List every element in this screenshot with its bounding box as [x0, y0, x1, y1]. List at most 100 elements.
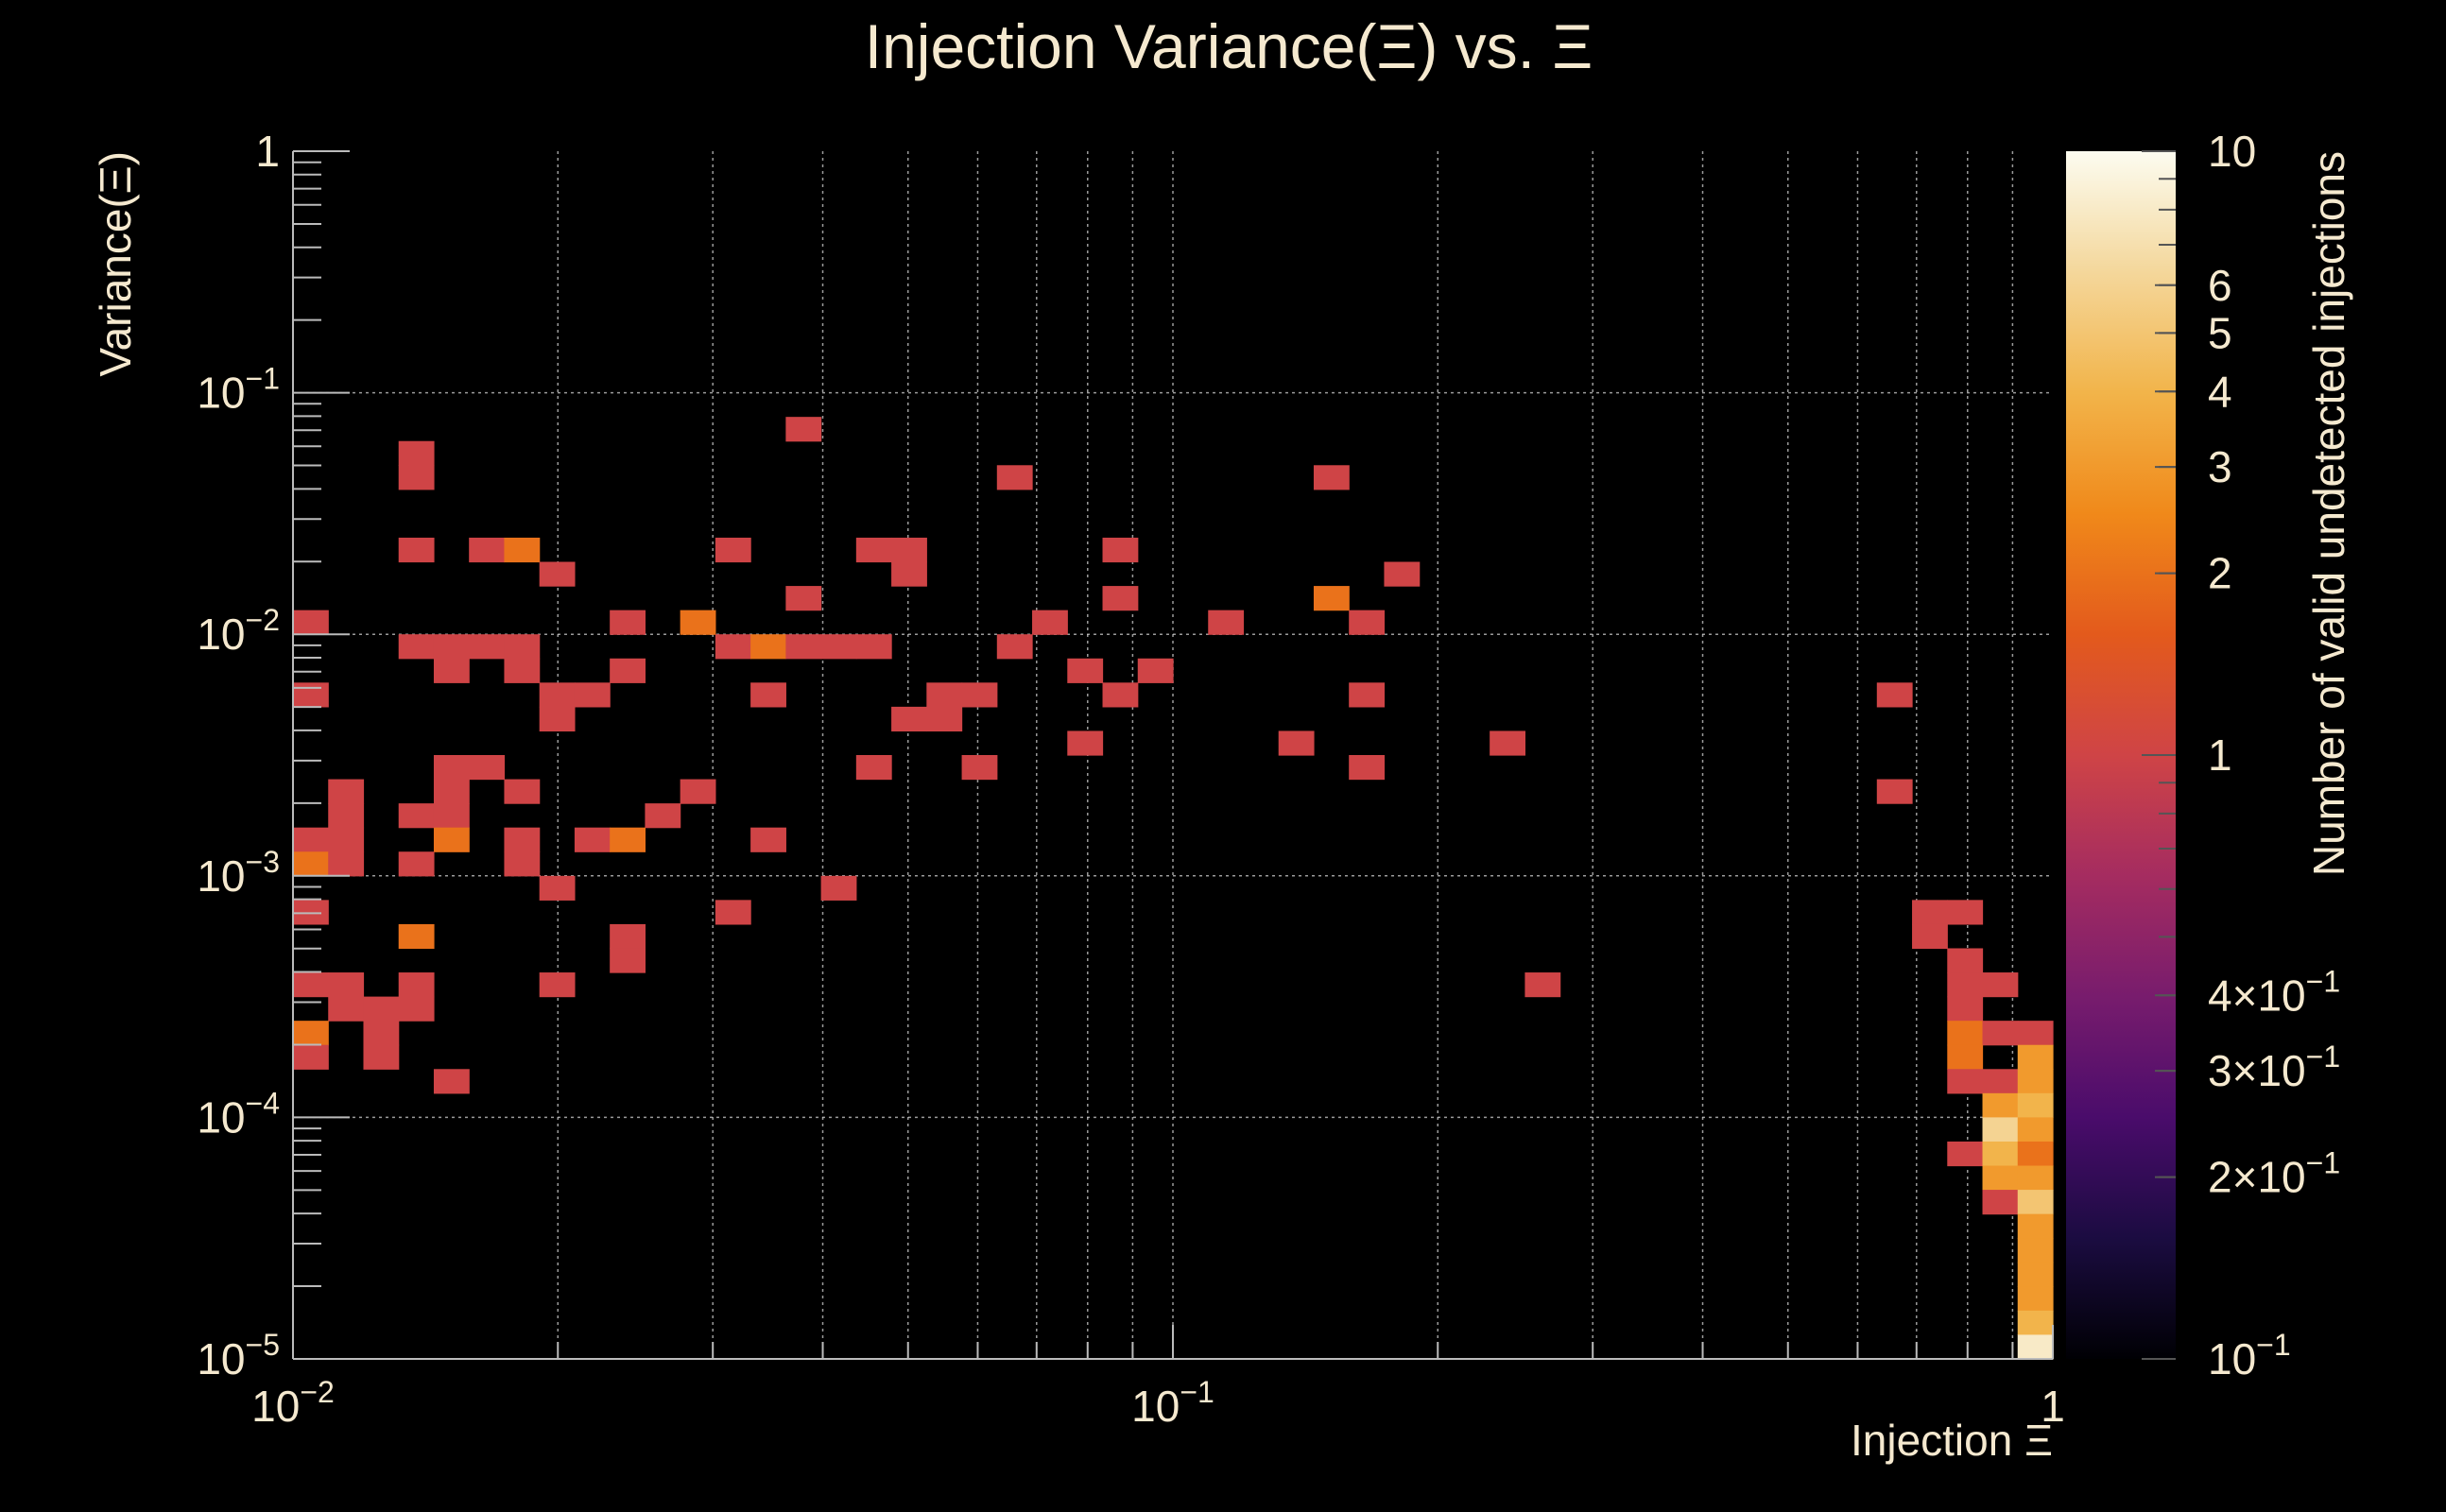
colorbar-tick-label: 2 [2208, 549, 2232, 598]
heatmap-cell [504, 851, 541, 877]
heatmap-cell [610, 827, 646, 852]
heatmap-cell [504, 779, 541, 804]
heatmap-cell [2017, 1044, 2054, 1070]
heatmap-cell [398, 851, 435, 877]
colorbar: 10 65 4 3 2 1 4×10−1 3×10−1 2×10−1 10−1 [2066, 127, 2340, 1383]
heatmap-cell [750, 682, 786, 708]
heatmap-cell [363, 1021, 400, 1046]
heatmap-cell [328, 851, 365, 877]
heatmap-cell [398, 537, 435, 563]
y-tick-label: 10−4 [197, 1086, 280, 1142]
y-tick-label: 10−2 [197, 603, 280, 659]
heatmap-cell [328, 779, 365, 804]
heatmap-cell [610, 610, 646, 635]
heatmap-cell [504, 537, 541, 563]
heatmap-cell [1313, 586, 1350, 611]
heatmap-cells [293, 417, 2054, 1360]
heatmap-cell [1032, 610, 1068, 635]
heatmap-cell [574, 827, 611, 852]
heatmap-cell [1208, 610, 1245, 635]
heatmap-cell [398, 972, 435, 998]
heatmap-cell [855, 537, 892, 563]
heatmap-cell [293, 827, 329, 852]
heatmap-cell [1349, 610, 1386, 635]
heatmap-cell [645, 803, 681, 829]
heatmap-cell [363, 1044, 400, 1070]
heatmap-cell [1912, 923, 1948, 950]
heatmap-cell [1349, 755, 1386, 781]
heatmap-cell [1876, 682, 1913, 708]
heatmap-cell [2017, 1213, 2054, 1239]
heatmap-cell [398, 996, 435, 1022]
grid-lines [293, 151, 2053, 1359]
heatmap-cell [1982, 1165, 2019, 1191]
heatmap-cell [855, 634, 892, 660]
heatmap-cell [785, 586, 822, 611]
heatmap-cell [820, 634, 857, 660]
heatmap-cell [1982, 1141, 2019, 1167]
heatmap-cell [1384, 561, 1421, 587]
heatmap-cell [293, 972, 329, 998]
heatmap-cell [1067, 658, 1104, 683]
heatmap-cell [433, 755, 470, 781]
y-tick-label: 10−5 [197, 1328, 280, 1383]
heatmap-cell [1982, 1021, 2019, 1046]
colorbar-tick-label: 2×10−1 [2208, 1146, 2340, 1202]
y-axis-ticks: 1 10−1 10−2 10−3 10−4 10−5 [197, 127, 350, 1383]
colorbar-tick-label: 6 [2208, 261, 2232, 310]
heatmap-cell [1982, 1190, 2019, 1215]
heatmap-cell [750, 634, 786, 660]
heatmap-cell [2017, 1069, 2054, 1094]
heatmap-cell [1524, 972, 1561, 998]
heatmap-cell [433, 803, 470, 829]
colorbar-tick-label: 3 [2208, 442, 2232, 491]
heatmap-cell [1947, 1021, 1984, 1046]
heatmap-cell [469, 755, 506, 781]
heatmap-cell [328, 996, 365, 1022]
heatmap-cell [785, 634, 822, 660]
heatmap-cell [1313, 465, 1350, 490]
heatmap-cell [2017, 1262, 2054, 1287]
heatmap-cell [1876, 779, 1913, 804]
heatmap-cell [433, 779, 470, 804]
heatmap-cell [574, 682, 611, 708]
heatmap-cell [855, 755, 892, 781]
heatmap-cell [469, 634, 506, 660]
heatmap-cell [433, 1069, 470, 1094]
heatmap-cell [433, 634, 470, 660]
heatmap-cell [891, 561, 927, 587]
colorbar-label: Number of valid undetected injections [2304, 151, 2353, 876]
heatmap-cell [750, 827, 786, 852]
colorbar-tick-label: 1 [2208, 730, 2232, 780]
colorbar-tick-label: 4 [2208, 367, 2232, 416]
heatmap-cell [504, 658, 541, 683]
x-axis-label: Injection Ξ [1851, 1416, 2053, 1465]
heatmap-cell [504, 634, 541, 660]
heatmap-cell [610, 923, 646, 950]
heatmap-cell [398, 440, 435, 466]
heatmap-cell [1947, 1141, 1984, 1167]
heatmap-cell [539, 706, 576, 732]
heatmap-cell [293, 1044, 329, 1070]
heatmap-cell [2017, 1021, 2054, 1046]
heatmap-cell [1102, 586, 1139, 611]
colorbar-tick-label: 10 [2208, 127, 2256, 176]
heatmap-cell [820, 875, 857, 901]
heatmap-cell [1947, 948, 1984, 973]
heatmap-cell [1982, 1092, 2019, 1118]
heatmap-cell [1278, 730, 1315, 756]
chart-title: Injection Variance(Ξ) vs. Ξ [865, 11, 1593, 81]
heatmap-cell [398, 923, 435, 950]
x-tick-label: 10−1 [1131, 1375, 1214, 1431]
heatmap-cell [293, 851, 329, 877]
heatmap-cell [1982, 1069, 2019, 1094]
heatmap-cell [785, 417, 822, 442]
heatmap-cell [398, 634, 435, 660]
heatmap-cell [2017, 1238, 2054, 1263]
heatmap-cell [1947, 972, 1984, 998]
heatmap-cell [2017, 1141, 2054, 1167]
heatmap-cell [293, 610, 329, 635]
y-tick-label: 10−3 [197, 845, 280, 901]
colorbar-tick-label: 4×10−1 [2208, 964, 2340, 1020]
